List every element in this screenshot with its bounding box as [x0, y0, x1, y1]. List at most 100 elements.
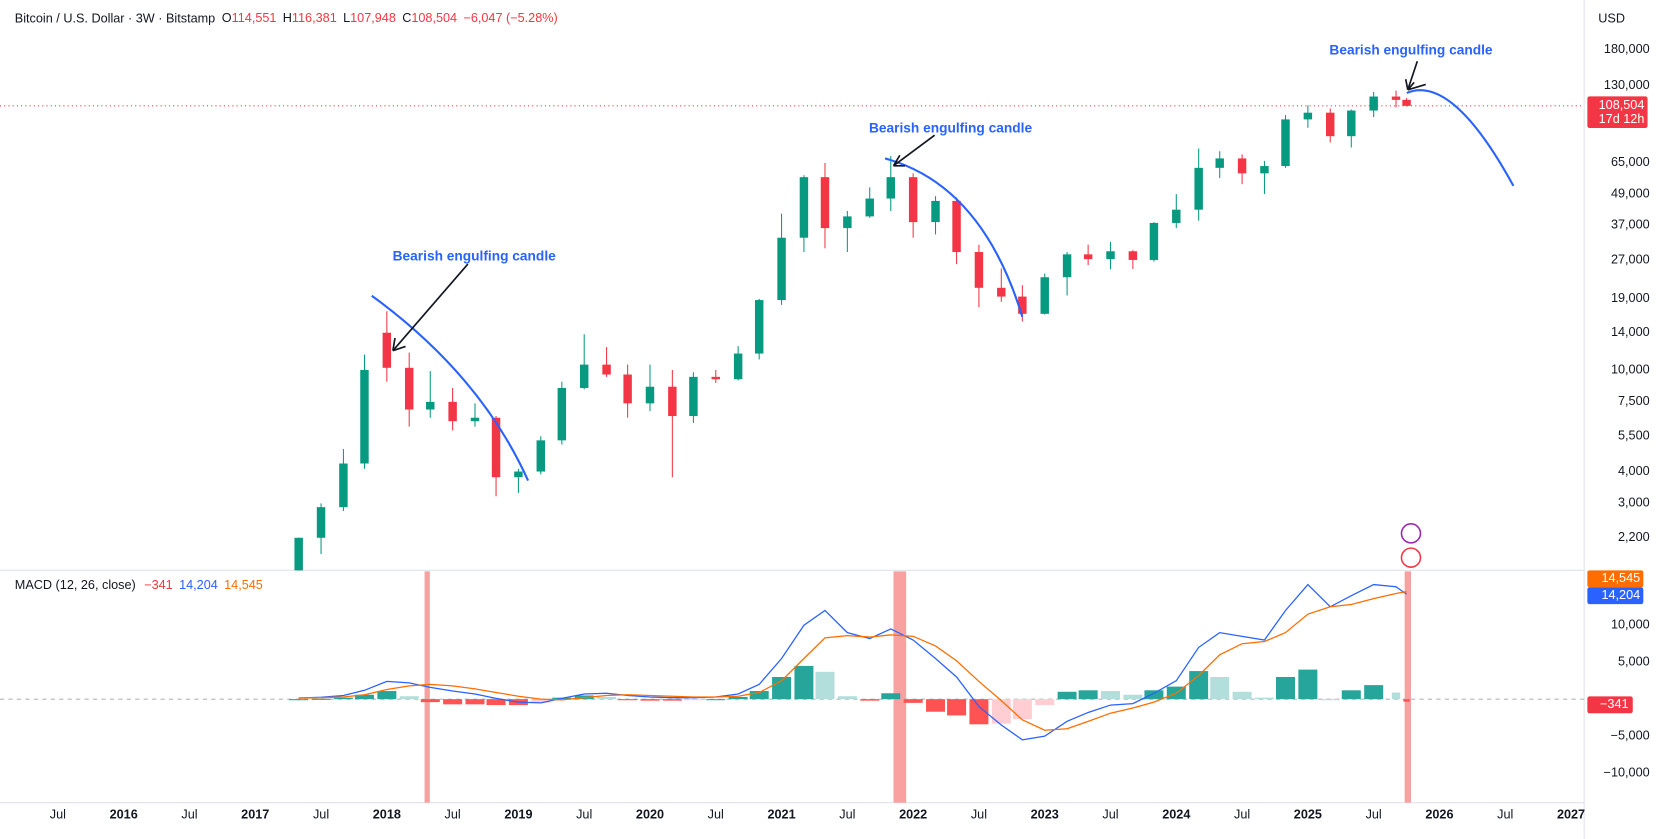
candle-body	[931, 200, 940, 223]
histogram-bar	[903, 699, 923, 703]
histogram-bar	[926, 699, 945, 712]
axes: Jul 2016 Jul 2017 Jul 2018 Jul 2019 Jul 2020 Jul 20…	[50, 42, 1650, 822]
candle-body	[1172, 209, 1181, 223]
value-tag	[1587, 570, 1644, 588]
candle-body	[1260, 166, 1269, 174]
x-tick-label: 2017	[241, 808, 269, 822]
event-icon[interactable]	[1400, 523, 1422, 544]
histogram-bar	[662, 699, 682, 701]
histogram-bar	[399, 696, 419, 700]
histogram-bar	[1298, 669, 1318, 700]
histogram-bar	[333, 697, 353, 700]
candle-body	[689, 376, 698, 417]
candle-body	[865, 198, 874, 217]
price-panel	[0, 90, 1585, 571]
arrow	[392, 263, 469, 352]
candle-body	[1402, 99, 1411, 106]
histogram-bar	[969, 699, 989, 725]
candle-body	[316, 507, 326, 538]
histogram-bar	[1275, 676, 1296, 700]
histogram-bar	[1364, 685, 1384, 700]
candle-body	[1128, 251, 1138, 260]
candle-body	[1149, 222, 1159, 260]
event-band	[893, 571, 907, 803]
y-tick-label: 10,000	[1611, 618, 1650, 632]
x-tick-label: Jul	[1102, 808, 1118, 822]
histogram-bar	[443, 699, 463, 705]
y-tick-label: 7,500	[1618, 394, 1650, 408]
x-tick-label: 2019	[504, 808, 532, 822]
x-tick-label: Jul	[1366, 808, 1382, 822]
value-tag-label: 14,545	[1601, 571, 1640, 585]
currency[interactable]: USD	[1598, 11, 1625, 25]
value-tag-label: −341	[1600, 697, 1629, 711]
ohlc-value: 107,948	[350, 11, 396, 25]
candle-body	[645, 386, 655, 404]
last-price-tag	[1587, 96, 1648, 129]
x-tick-label: Jul	[839, 808, 855, 822]
candle-body	[514, 471, 523, 478]
candle-body	[1281, 119, 1290, 167]
y-tick-label: 65,000	[1611, 155, 1650, 169]
candle-body	[711, 376, 721, 380]
trend-curve	[1406, 89, 1515, 187]
x-tick-label: 2024	[1162, 808, 1190, 822]
x-tick-label: Jul	[708, 808, 724, 822]
x-tick-label: 2020	[636, 808, 664, 822]
candle-body	[1018, 296, 1027, 314]
candle-body	[668, 386, 677, 417]
ohlc-prefix: O	[222, 11, 232, 25]
histogram-bar	[1123, 694, 1143, 700]
candle-body	[404, 367, 414, 410]
candle-body	[1237, 158, 1247, 174]
ohlc-value: 116,381	[292, 11, 337, 25]
trend-curve	[884, 157, 1024, 318]
histogram-value: −341	[144, 578, 173, 592]
ohlc-prefix: C	[402, 11, 411, 25]
candle-body	[799, 177, 809, 238]
arrow	[892, 134, 936, 167]
x-tick-label: 2023	[1031, 808, 1059, 822]
macd-panel	[0, 583, 1585, 741]
x-tick-label: Jul	[313, 808, 329, 822]
x-tick-label: 2021	[767, 808, 795, 822]
y-tick-label: 2,200	[1618, 530, 1650, 544]
histogram-bar	[354, 694, 374, 700]
event-icon[interactable]	[1400, 547, 1422, 568]
y-tick-label: 4,000	[1618, 464, 1650, 478]
symbol-title: Bitcoin / U.S. Dollar · 3W · Bitstamp	[15, 11, 215, 25]
candle-body	[1326, 112, 1335, 137]
last-price-label: 108,504	[1599, 98, 1645, 112]
candle-body	[1083, 254, 1093, 260]
histogram-bar	[531, 699, 551, 703]
y-tick-label: 5,500	[1618, 429, 1650, 443]
histogram-bar	[683, 699, 703, 701]
annotation: Bearish engulfing candle	[1329, 42, 1493, 57]
arrows	[392, 60, 1427, 352]
histogram-bar	[1403, 699, 1410, 702]
histogram-bar	[1078, 690, 1098, 700]
candle-body	[820, 177, 830, 229]
macd-title: MACD (12, 26, close)	[15, 578, 136, 592]
y-tick-label: 180,000	[1604, 42, 1650, 56]
change-value: −6,047 (−5.28%)	[463, 11, 557, 25]
series-value: 14,545	[224, 578, 263, 592]
histogram-bar	[1341, 690, 1361, 700]
y-tick-label: 49,000	[1611, 186, 1650, 200]
histogram-bar	[1210, 676, 1230, 700]
y-tick-label: 5,000	[1618, 655, 1650, 669]
candle-body	[448, 401, 457, 422]
value-tag-label: 14,204	[1601, 588, 1640, 602]
annotation: Bearish engulfing candle	[393, 248, 557, 263]
candle-body	[579, 364, 589, 389]
histogram-bar	[377, 691, 397, 700]
histogram-bar	[1101, 691, 1121, 700]
histogram-bar	[1144, 690, 1164, 700]
y-tick-label: −5,000	[1611, 728, 1650, 742]
y-tick-label: 27,000	[1611, 252, 1650, 266]
trend-curves	[371, 89, 1515, 481]
trend-curve	[371, 294, 530, 481]
candle-body	[886, 177, 895, 199]
candle-body	[557, 388, 567, 441]
